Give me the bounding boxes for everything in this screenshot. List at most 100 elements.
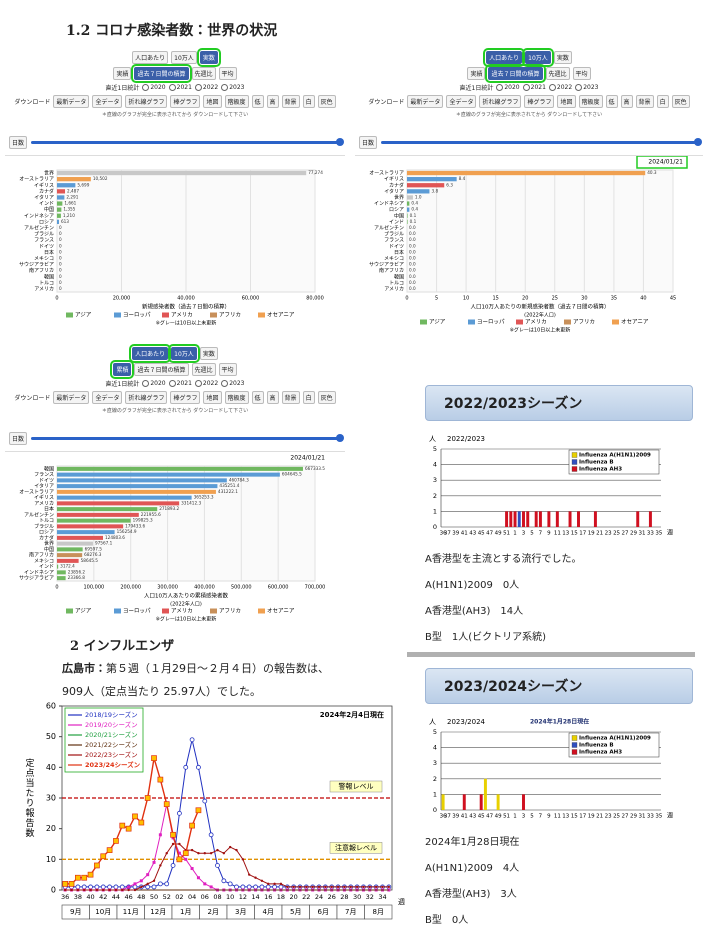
control-button[interactable]: 白 bbox=[656, 95, 669, 108]
slider-track[interactable] bbox=[31, 138, 344, 146]
radio-option[interactable]: 2022 bbox=[548, 84, 572, 91]
control-button[interactable]: 累積 bbox=[110, 360, 135, 379]
x-tick-label: 37 bbox=[444, 531, 451, 537]
control-button[interactable]: 過去７日間の積算 bbox=[134, 363, 189, 376]
control-button[interactable]: 最新データ bbox=[407, 95, 444, 108]
control-button[interactable]: 人口あたり bbox=[132, 51, 169, 64]
radio bbox=[194, 380, 202, 387]
control-button[interactable]: 白 bbox=[302, 391, 315, 404]
control-label: 階級度 bbox=[227, 99, 246, 106]
slider-label[interactable]: 日数 bbox=[9, 136, 28, 149]
control-button[interactable]: 実績 bbox=[113, 67, 132, 80]
x-axis-label: 人口10万人あたりの新規感染者数（過去７日間の積算） bbox=[470, 303, 609, 311]
control-button[interactable]: 灰色 bbox=[317, 95, 336, 108]
radio-option[interactable]: 2022 bbox=[194, 380, 218, 387]
control-button[interactable]: 灰色 bbox=[317, 391, 336, 404]
y-tick-label: 4 bbox=[433, 461, 437, 469]
control-button[interactable]: 階級度 bbox=[224, 95, 249, 108]
y-tick-label: 2 bbox=[433, 492, 437, 500]
control-button[interactable]: 高 bbox=[266, 391, 279, 404]
control-button[interactable]: 背景 bbox=[281, 95, 300, 108]
marker bbox=[209, 885, 213, 889]
control-button[interactable]: 白 bbox=[302, 95, 315, 108]
control-button[interactable]: 灰色 bbox=[671, 95, 690, 108]
slider-track[interactable] bbox=[381, 138, 702, 146]
control-button[interactable]: 平均 bbox=[218, 67, 237, 80]
control-button[interactable]: 最新データ bbox=[53, 95, 90, 108]
control-button[interactable]: 高 bbox=[266, 95, 279, 108]
control-button[interactable]: 10万人 bbox=[168, 344, 200, 363]
radio-option[interactable]: 2020 bbox=[142, 380, 166, 387]
control-button[interactable]: 背景 bbox=[281, 391, 300, 404]
control-button[interactable]: 全データ bbox=[92, 95, 123, 108]
value-label: 0.0 bbox=[409, 237, 416, 242]
control-button[interactable]: 全データ bbox=[446, 95, 477, 108]
y-tick-label: 30 bbox=[46, 794, 56, 803]
radio-option[interactable]: 2023 bbox=[575, 84, 598, 91]
control-button[interactable]: 10万人 bbox=[171, 51, 197, 64]
slider[interactable]: 日数 bbox=[359, 136, 702, 149]
control-button[interactable]: 最新データ bbox=[53, 391, 90, 404]
radio-option[interactable]: 2023 bbox=[221, 84, 244, 91]
control-button[interactable]: 人口あたり bbox=[129, 344, 172, 363]
x-tick-label: 36 bbox=[440, 814, 447, 820]
radio-option[interactable]: 2020 bbox=[496, 84, 520, 91]
slider[interactable]: 日数 bbox=[9, 432, 344, 445]
control-button[interactable]: 低 bbox=[251, 95, 264, 108]
slider-track[interactable] bbox=[31, 434, 344, 442]
control-button[interactable]: 過去７日間の積算 bbox=[485, 64, 546, 83]
control-button: ダウンロード bbox=[368, 97, 404, 106]
control-button[interactable]: 背景 bbox=[635, 95, 654, 108]
bar bbox=[407, 170, 646, 176]
slider-label[interactable]: 日数 bbox=[359, 136, 378, 149]
control-button[interactable]: 平均 bbox=[572, 67, 591, 80]
control-button[interactable]: 先週比 bbox=[191, 67, 216, 80]
marker bbox=[286, 885, 289, 889]
radio-option[interactable]: 2022 bbox=[194, 84, 218, 91]
slider-label[interactable]: 日数 bbox=[9, 432, 28, 445]
control-button[interactable]: 地図 bbox=[203, 95, 222, 108]
control-row: 実績 過去７日間の積算 先週比 平均 bbox=[5, 64, 345, 83]
radio-option[interactable]: 2021 bbox=[168, 84, 192, 91]
category-label: カナダ bbox=[389, 182, 404, 189]
control-button[interactable]: 先週比 bbox=[545, 67, 570, 80]
slider[interactable]: 日数 bbox=[9, 136, 344, 149]
control-button[interactable]: 棒グラフ bbox=[170, 391, 201, 404]
control-button[interactable]: 実数 bbox=[196, 48, 221, 67]
control-label: 実数 bbox=[556, 55, 569, 62]
radio-option[interactable]: 2021 bbox=[522, 84, 546, 91]
control-button[interactable]: 実数 bbox=[199, 347, 218, 360]
control-button[interactable]: 折れ線グラフ bbox=[479, 95, 522, 108]
control-button[interactable]: 折れ線グラフ bbox=[125, 391, 168, 404]
control-button[interactable]: 実績 bbox=[467, 67, 486, 80]
marker bbox=[133, 888, 137, 892]
control-button[interactable]: 高 bbox=[620, 95, 633, 108]
control-button[interactable]: 人口あたり bbox=[483, 48, 526, 67]
category-label: ブラジル bbox=[34, 523, 54, 530]
control-button[interactable]: 折れ線グラフ bbox=[125, 95, 168, 108]
category-label: メキシコ bbox=[384, 256, 404, 262]
control-button[interactable]: 地図 bbox=[203, 391, 222, 404]
control-label: 直近1日統計 bbox=[105, 85, 140, 92]
control-button[interactable]: 低 bbox=[251, 391, 264, 404]
control-button[interactable]: 全データ bbox=[92, 391, 123, 404]
category-label: 日本 bbox=[44, 506, 54, 513]
control-button[interactable]: 過去７日間の積算 bbox=[131, 64, 192, 83]
control-button[interactable]: 先週比 bbox=[191, 363, 216, 376]
control-button[interactable]: 棒グラフ bbox=[524, 95, 555, 108]
control-button[interactable]: 実数 bbox=[553, 51, 572, 64]
radio-option[interactable]: 2020 bbox=[142, 84, 166, 91]
date-label: 2024/01/21 bbox=[290, 455, 325, 462]
season-label: 2022/2023 bbox=[447, 435, 485, 443]
control-button[interactable]: 10万人 bbox=[522, 48, 554, 67]
x-tick-label: 33 bbox=[647, 814, 654, 820]
control-button[interactable]: 階級度 bbox=[224, 391, 249, 404]
control-button[interactable]: 平均 bbox=[218, 363, 237, 376]
radio-option[interactable]: 2021 bbox=[168, 380, 192, 387]
radio-option[interactable]: 2023 bbox=[221, 380, 244, 387]
control-button[interactable]: 低 bbox=[605, 95, 618, 108]
control-button[interactable]: 棒グラフ bbox=[170, 95, 201, 108]
control-button[interactable]: 地図 bbox=[557, 95, 576, 108]
control-button[interactable]: 階級度 bbox=[578, 95, 603, 108]
